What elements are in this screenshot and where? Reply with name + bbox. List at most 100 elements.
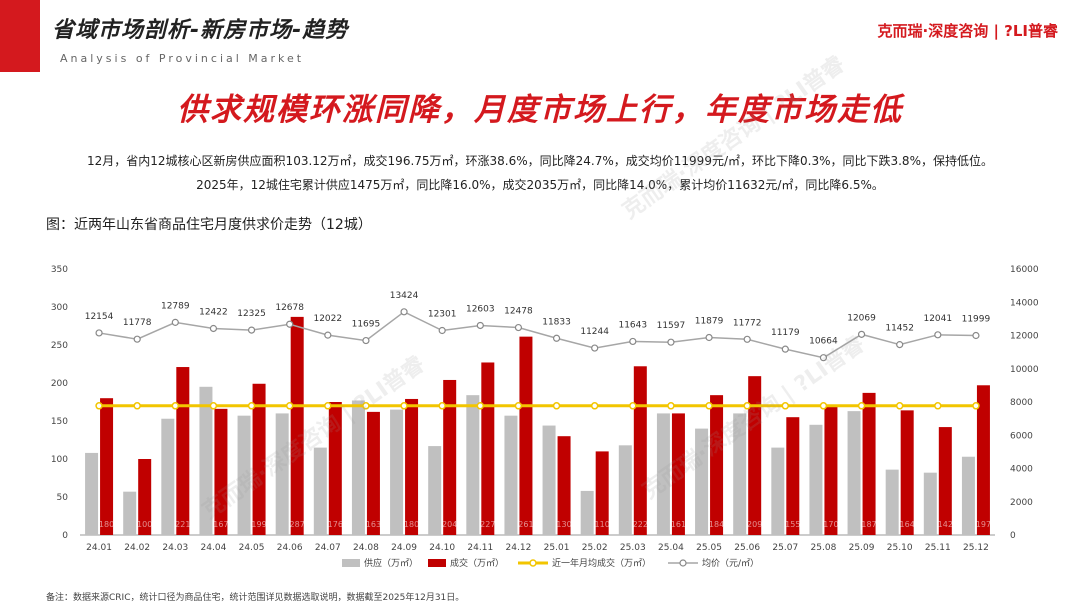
legend-sales-swatch — [428, 559, 446, 567]
sales-bar — [710, 395, 724, 535]
price-point — [705, 333, 713, 342]
avg-sales-point — [743, 402, 751, 410]
supply-bar — [771, 447, 785, 535]
right-axis-tick: 2000 — [1010, 498, 1033, 508]
sales-bar — [443, 379, 457, 535]
left-axis-tick: 300 — [51, 303, 68, 313]
sales-bar — [290, 316, 304, 535]
sales-data-label: 170 — [823, 520, 838, 529]
right-axis-tick: 4000 — [1010, 465, 1033, 475]
price-point — [896, 341, 904, 349]
sales-bar — [938, 427, 952, 535]
legend-avg-label: 近一年月均成交（万㎡） — [552, 557, 651, 569]
price-point — [781, 345, 789, 353]
avg-sales-point — [972, 402, 980, 410]
sales-data-label: 187 — [861, 520, 876, 529]
supply-bar — [656, 413, 670, 535]
sales-bar — [633, 366, 647, 535]
sales-bar — [252, 383, 266, 535]
supply-bar — [580, 490, 594, 535]
sales-bar — [176, 367, 190, 535]
sales-data-label: 180 — [99, 520, 114, 529]
sales-data-label: 100 — [137, 520, 152, 529]
right-axis-tick: 8000 — [1010, 398, 1033, 408]
avg-sales-point — [209, 402, 218, 410]
page-subtitle: Analysis of Provincial Market — [60, 52, 305, 65]
sales-data-label: 287 — [290, 520, 305, 529]
legend-supply-swatch — [342, 559, 360, 567]
price-point — [743, 335, 751, 343]
sales-bar — [900, 410, 914, 535]
supply-bar — [199, 386, 213, 535]
price-data-label: 11778 — [123, 318, 152, 328]
price-point — [476, 321, 484, 330]
avg-sales-point — [819, 402, 828, 410]
x-axis-tick: 24.09 — [391, 543, 417, 553]
price-data-label: 11244 — [580, 327, 609, 337]
supply-bar — [428, 446, 442, 535]
sales-data-label: 221 — [175, 520, 190, 529]
sales-bar — [328, 402, 342, 535]
avg-sales-point — [705, 402, 713, 410]
price-point — [819, 354, 828, 362]
sales-bar — [214, 408, 228, 535]
price-data-label: 12301 — [428, 309, 457, 319]
description-line-1: 12月，省内12城核心区新房供应面积103.12万㎡，成交196.75万㎡，环涨… — [87, 154, 993, 168]
sales-data-label: 163 — [366, 520, 381, 529]
sales-data-label: 130 — [556, 520, 571, 529]
legend-price-label: 均价（元/㎡） — [702, 557, 759, 569]
avg-sales-point — [590, 402, 599, 410]
sales-data-label: 164 — [900, 520, 915, 529]
price-point — [972, 331, 980, 340]
brand-logo: 克而瑞·深度咨询 | ?LI普睿 — [877, 22, 1058, 40]
avg-sales-point — [667, 402, 675, 410]
legend-price-marker — [679, 559, 687, 567]
price-data-label: 12603 — [466, 304, 495, 314]
chart-title: 图：近两年山东省商品住宅月度供求价走势（12城） — [46, 217, 372, 233]
left-axis-tick: 100 — [51, 455, 68, 465]
price-point — [95, 329, 103, 337]
right-axis-tick: 10000 — [1010, 365, 1039, 375]
supply-bar — [313, 447, 327, 535]
sales-data-label: 110 — [595, 520, 610, 529]
price-point — [133, 335, 141, 343]
supply-bar — [847, 411, 861, 535]
supply-bar — [542, 425, 556, 535]
supply-bar — [275, 413, 289, 535]
sales-data-label: 167 — [213, 520, 228, 529]
price-data-label: 12154 — [85, 312, 114, 322]
sales-bar — [595, 451, 609, 535]
sales-data-label: 204 — [442, 520, 457, 529]
price-point — [857, 330, 866, 338]
price-data-label: 11999 — [962, 315, 991, 325]
supply-bar — [161, 418, 175, 535]
supply-bar — [85, 452, 99, 535]
price-point — [591, 344, 599, 352]
avg-sales-point — [400, 402, 408, 410]
price-line — [98, 310, 976, 359]
headline: 供求规模环涨同降，月度市场上行，年度市场走低 — [177, 92, 903, 128]
price-data-label: 12789 — [161, 301, 190, 311]
sales-data-label: 155 — [785, 520, 800, 529]
supply-bar — [923, 472, 937, 535]
legend-sales-label: 成交（万㎡） — [450, 557, 504, 569]
avg-sales-point — [552, 402, 561, 410]
price-data-label: 10664 — [809, 337, 838, 347]
avg-sales-point — [95, 402, 103, 410]
supply-bar — [961, 456, 975, 535]
x-axis-tick: 24.04 — [201, 543, 227, 553]
x-axis-tick: 25.12 — [963, 543, 989, 553]
avg-sales-point — [934, 402, 942, 410]
right-axis-tick: 14000 — [1010, 298, 1039, 308]
price-point — [514, 323, 523, 332]
sales-data-label: 180 — [404, 520, 419, 529]
x-axis-tick: 24.02 — [124, 543, 150, 553]
sales-data-label: 209 — [747, 520, 762, 529]
price-point — [286, 320, 294, 328]
watermark: 克而瑞·深度咨询 | ?LI普睿 — [618, 51, 850, 225]
x-axis-tick: 25.11 — [925, 543, 951, 553]
price-data-label: 11597 — [657, 321, 686, 331]
price-point — [438, 326, 446, 335]
supply-bar — [695, 428, 709, 535]
x-axis-tick: 24.11 — [467, 543, 493, 553]
